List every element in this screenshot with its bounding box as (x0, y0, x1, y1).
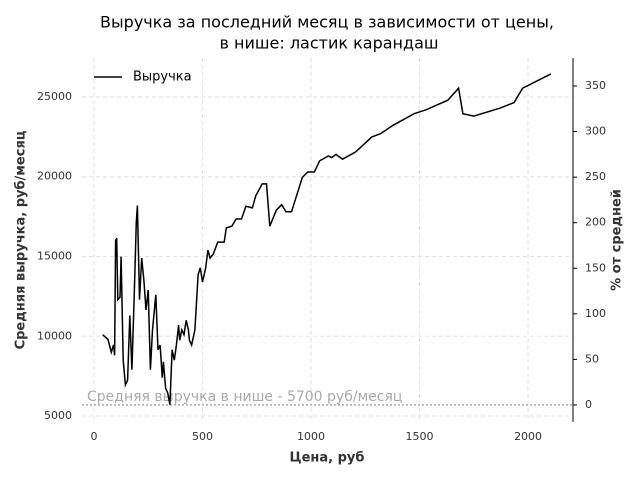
y-tick-label: 10000 (37, 329, 72, 342)
y2-tick-label: 0 (585, 398, 592, 411)
legend-label: Выручка (133, 70, 192, 85)
y-tick-label: 25000 (37, 90, 72, 103)
chart-title: в нише: ластик карандаш (219, 34, 438, 53)
y2-tick-label: 150 (585, 261, 606, 274)
x-tick-label: 2000 (514, 430, 542, 443)
y-tick-label: 5000 (44, 409, 72, 422)
y-tick-label: 20000 (37, 170, 72, 183)
x-tick-label: 1500 (406, 430, 434, 443)
y2-tick-label: 250 (585, 170, 606, 183)
y2-tick-label: 100 (585, 307, 606, 320)
y2-tick-label: 200 (585, 216, 606, 229)
x-tick-label: 500 (192, 430, 213, 443)
chart-title: Выручка за последний месяц в зависимости… (100, 13, 554, 32)
x-tick-label: 1000 (297, 430, 325, 443)
x-tick-label: 0 (90, 430, 97, 443)
y-axis-label: Средняя выручка, руб/месяц (14, 130, 29, 349)
y2-tick-label: 50 (585, 352, 599, 365)
y2-tick-label: 300 (585, 125, 606, 138)
x-axis-label: Цена, руб (290, 451, 365, 466)
y2-axis-label: % от средней (610, 189, 625, 291)
series-line (102, 73, 552, 405)
mean-label: Средняя выручка в нише - 5700 руб/месяц (87, 389, 402, 405)
y2-tick-label: 350 (585, 79, 606, 92)
y-tick-label: 15000 (37, 250, 72, 263)
